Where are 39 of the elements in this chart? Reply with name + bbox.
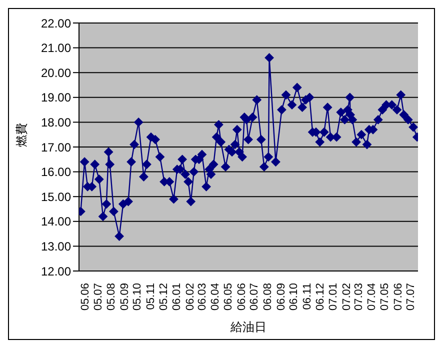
y-tick-label: 22.00 (40, 16, 72, 30)
x-tick-label: 06.05 (222, 283, 235, 311)
x-tick-label: 06.09 (275, 283, 288, 311)
x-tick-label: 06.03 (196, 283, 208, 311)
x-tick-label: 07.02 (340, 283, 353, 311)
y-axis-title: 燃費 (14, 123, 28, 147)
y-tick-label: 17.00 (40, 140, 72, 154)
x-tick-label: 06.08 (262, 283, 274, 311)
x-tick-label: 05.11 (145, 283, 157, 310)
y-tick-label: 21.00 (40, 41, 72, 56)
y-tick-label: 18.00 (40, 115, 72, 130)
y-tick-label: 13.00 (40, 239, 72, 254)
x-tick-label: 05.12 (158, 283, 170, 311)
x-tick-label: 05.06 (79, 283, 92, 311)
y-tick-label: 20.00 (40, 66, 72, 80)
x-tick-label: 05.09 (118, 283, 131, 311)
x-tick-label: 07.01 (328, 283, 340, 311)
x-tick-label: 06.07 (248, 283, 261, 311)
y-tick-label: 12.00 (40, 264, 72, 278)
y-tick-label: 16.00 (40, 165, 72, 180)
y-tick-label: 15.00 (40, 190, 72, 204)
x-tick-label: 05.08 (106, 283, 118, 311)
x-tick-label: 06.12 (314, 283, 326, 311)
x-tick-label: 07.06 (392, 283, 404, 311)
x-tick-label: 06.10 (288, 283, 300, 311)
x-tick-label: 05.10 (132, 283, 144, 311)
y-tick-label: 14.00 (40, 214, 72, 229)
x-tick-label: 06.02 (184, 283, 196, 311)
x-tick-label: 05.07 (92, 283, 104, 311)
x-tick-label: 06.06 (236, 283, 248, 311)
x-axis-title: 給油日 (230, 320, 266, 334)
x-tick-label: 07.04 (366, 283, 378, 311)
x-tick-label: 07.07 (405, 283, 418, 311)
y-tick-label: 19.00 (40, 90, 72, 105)
x-tick-label: 06.04 (210, 283, 222, 311)
x-tick-label: 07.03 (352, 283, 365, 311)
x-tick-label: 07.05 (379, 283, 391, 311)
x-tick-label: 06.11 (301, 283, 314, 310)
x-tick-label: 06.01 (171, 283, 184, 311)
